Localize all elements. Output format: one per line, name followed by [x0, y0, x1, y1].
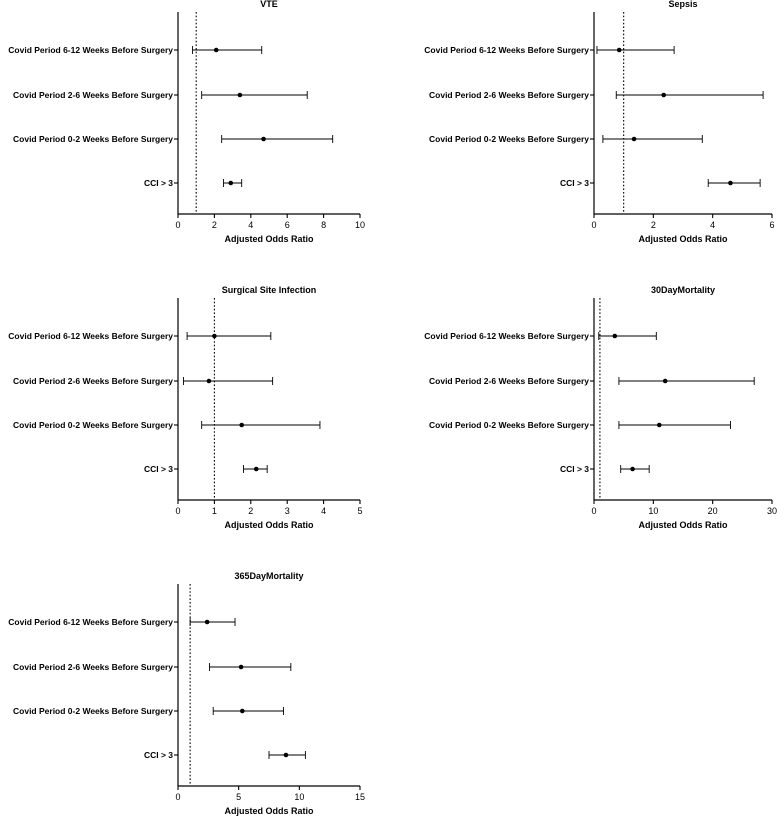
category-label: CCI > 3: [560, 178, 589, 188]
category-label: CCI > 3: [560, 464, 589, 474]
category-label: Covid Period 2-6 Weeks Before Surgery: [429, 376, 589, 386]
x-tick-label: 6: [769, 220, 774, 230]
panel-title: 365DayMortality: [234, 571, 303, 581]
estimate-point: [204, 619, 210, 625]
x-tick-label: 0: [175, 506, 180, 516]
x-tick-label: 1: [212, 506, 217, 516]
x-tick-label: 10: [648, 506, 658, 516]
x-tick-label: 30: [767, 506, 777, 516]
category-label: CCI > 3: [144, 178, 173, 188]
category-label: Covid Period 0-2 Weeks Before Surgery: [13, 134, 173, 144]
x-tick-label: 5: [357, 506, 362, 516]
x-axis-label: Adjusted Odds Ratio: [224, 520, 314, 530]
estimate-point: [212, 333, 217, 339]
x-tick-label: 8: [321, 220, 326, 230]
category-label: Covid Period 6-12 Weeks Before Surgery: [8, 617, 173, 627]
panel-title: 30DayMortality: [651, 285, 715, 295]
estimate-point: [239, 422, 244, 428]
x-tick-label: 10: [355, 220, 365, 230]
x-tick-label: 0: [591, 220, 596, 230]
estimate-point: [283, 752, 289, 758]
estimate-point: [213, 47, 219, 53]
x-tick-label: 0: [591, 506, 596, 516]
forest-panel-3: Surgical Site Infection 0 1 2 3 4 5 Adjusted Od…: [8, 285, 362, 530]
estimate-point: [206, 378, 212, 384]
estimate-point: [237, 92, 243, 98]
category-label: Covid Period 6-12 Weeks Before Surgery: [8, 45, 173, 55]
estimate-point: [253, 466, 259, 472]
x-tick-label: 10: [294, 792, 304, 802]
category-label: Covid Period 0-2 Weeks Before Surgery: [429, 420, 589, 430]
category-label: Covid Period 0-2 Weeks Before Surgery: [13, 420, 173, 430]
x-tick-label: 2: [248, 506, 253, 516]
category-label: Covid Period 6-12 Weeks Before Surgery: [424, 331, 589, 341]
category-label: Covid Period 2-6 Weeks Before Surgery: [429, 90, 589, 100]
x-tick-label: 0: [175, 792, 180, 802]
x-tick-label: 3: [285, 506, 290, 516]
category-label: Covid Period 6-12 Weeks Before Surgery: [8, 331, 173, 341]
estimate-point: [662, 378, 668, 384]
forest-panel-5: 365DayMortality 0 5 10 15 Adjusted Odds Ratio…: [8, 571, 365, 816]
x-tick-label: 4: [710, 220, 715, 230]
category-label: Covid Period 2-6 Weeks Before Surgery: [13, 90, 173, 100]
category-label: Covid Period 2-6 Weeks Before Surgery: [13, 662, 173, 672]
x-tick-label: 5: [236, 792, 241, 802]
forest-panel-2: Sepsis 0 2 4 6 Adjusted Odds Ratio Covid Perio…: [424, 0, 774, 244]
category-label: Covid Period 0-2 Weeks Before Surgery: [429, 134, 589, 144]
estimate-point: [238, 664, 244, 670]
x-tick-label: 6: [285, 220, 290, 230]
category-label: CCI > 3: [144, 750, 173, 760]
x-tick-label: 2: [212, 220, 217, 230]
category-label: Covid Period 0-2 Weeks Before Surgery: [13, 706, 173, 716]
estimate-point: [656, 422, 662, 428]
estimate-point: [228, 180, 234, 186]
forest-panel-1: VTE 0 2 4 6 8 10 Adjusted Odds Ratio Covid Perio…: [8, 0, 365, 244]
x-tick-label: 0: [175, 220, 180, 230]
x-tick-label: 20: [708, 506, 718, 516]
panel-title: Sepsis: [668, 0, 697, 9]
estimate-point: [261, 136, 266, 142]
category-label: Covid Period 2-6 Weeks Before Surgery: [13, 376, 173, 386]
x-tick-label: 2: [651, 220, 656, 230]
estimate-point: [631, 136, 637, 142]
x-axis-label: Adjusted Odds Ratio: [638, 520, 728, 530]
x-tick-label: 15: [355, 792, 365, 802]
forest-panel-4: 30DayMortality 0 10 20 30 Adjusted Odds Ratio…: [424, 285, 777, 530]
panel-title: Surgical Site Infection: [222, 285, 317, 295]
estimate-point: [240, 708, 245, 714]
panel-title: VTE: [260, 0, 278, 9]
category-label: Covid Period 6-12 Weeks Before Surgery: [424, 45, 589, 55]
estimate-point: [728, 180, 733, 186]
x-tick-label: 4: [248, 220, 253, 230]
estimate-point: [630, 466, 635, 472]
estimate-point: [616, 47, 622, 53]
x-tick-label: 4: [321, 506, 326, 516]
estimate-point: [612, 333, 618, 339]
estimate-point: [661, 92, 667, 98]
x-axis-label: Adjusted Odds Ratio: [224, 234, 314, 244]
x-axis-label: Adjusted Odds Ratio: [224, 806, 314, 816]
category-label: CCI > 3: [144, 464, 173, 474]
x-axis-label: Adjusted Odds Ratio: [638, 234, 728, 244]
